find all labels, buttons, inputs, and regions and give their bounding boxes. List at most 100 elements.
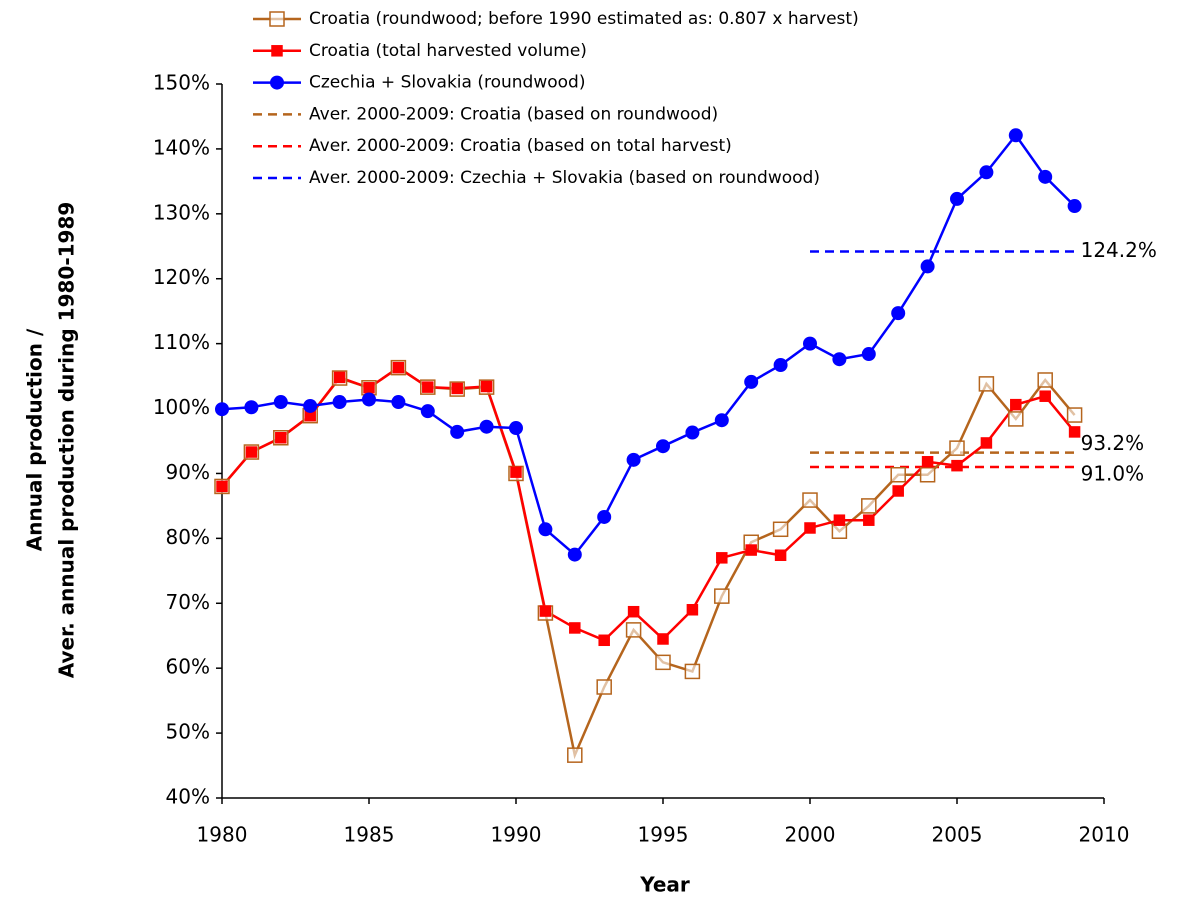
y-tick-label: 150%	[153, 71, 210, 95]
point	[362, 392, 376, 407]
point	[1067, 199, 1082, 214]
point	[627, 605, 640, 618]
point	[833, 514, 846, 526]
point	[803, 336, 817, 351]
series-line	[221, 366, 1076, 760]
point	[921, 456, 934, 468]
point	[950, 191, 964, 206]
point	[891, 306, 906, 321]
point	[538, 522, 553, 537]
y-tick-label: 130%	[153, 200, 210, 224]
point	[831, 523, 848, 539]
x-tick-label: 1990	[491, 823, 542, 847]
point	[625, 622, 642, 638]
point	[1068, 426, 1081, 438]
x-axis-title: Year	[639, 873, 690, 897]
point	[978, 376, 995, 392]
point	[244, 400, 259, 415]
point	[271, 45, 283, 57]
point	[450, 424, 465, 439]
point	[684, 663, 701, 680]
point	[392, 361, 405, 374]
point	[1008, 411, 1024, 427]
point	[861, 347, 876, 362]
point	[951, 459, 963, 472]
point	[979, 165, 994, 180]
point	[275, 432, 287, 444]
point	[657, 633, 669, 645]
point	[569, 622, 581, 634]
point	[451, 382, 463, 395]
point	[745, 544, 757, 556]
point	[802, 492, 818, 508]
y-tick-label: 80%	[166, 525, 210, 549]
point	[303, 398, 318, 413]
point	[716, 552, 728, 564]
point	[626, 452, 641, 467]
point	[744, 374, 759, 389]
point	[567, 547, 582, 562]
point	[920, 259, 935, 274]
x-tick-label: 1995	[638, 823, 689, 847]
y-tick-label: 40%	[166, 785, 210, 809]
point	[1037, 372, 1053, 388]
point	[655, 654, 671, 671]
point	[949, 440, 965, 456]
y-tick-label: 60%	[166, 655, 210, 679]
y-tick-label: 140%	[153, 135, 210, 159]
point	[773, 358, 788, 373]
point	[510, 466, 522, 478]
point	[479, 419, 494, 434]
point	[714, 588, 730, 604]
point	[480, 380, 493, 393]
y-tick-label: 50%	[166, 720, 210, 744]
point	[332, 395, 347, 410]
point	[892, 485, 904, 497]
x-tick-label: 1985	[344, 823, 395, 847]
point	[273, 395, 288, 410]
legend-label: Czechia + Slovakia (roundwood)	[309, 73, 585, 93]
point	[656, 439, 670, 454]
point	[890, 467, 906, 483]
point	[863, 514, 875, 526]
point	[422, 381, 434, 393]
legend-label: Aver. 2000-2009: Czechia + Slovakia (bas…	[309, 168, 820, 188]
legend-label: Aver. 2000-2009: Croatia (based on total…	[309, 136, 732, 156]
y-tick-label: 90%	[166, 460, 210, 484]
point	[774, 549, 787, 561]
x-tick-label: 2005	[932, 823, 983, 847]
y-axis-title: Annual production /	[23, 328, 47, 551]
point	[245, 446, 258, 458]
y-tick-label: 70%	[166, 590, 210, 614]
point	[598, 634, 610, 647]
point	[1010, 398, 1022, 411]
y-tick-label: 100%	[153, 395, 210, 419]
point	[832, 352, 847, 367]
point	[597, 509, 612, 524]
point	[772, 521, 789, 538]
point	[363, 382, 375, 394]
point	[861, 498, 877, 514]
legend-label: Croatia (roundwood; before 1990 estimate…	[309, 9, 859, 29]
average-label: 93.2%	[1081, 431, 1145, 455]
legend-label: Croatia (total harvested volume)	[309, 41, 587, 61]
y-axis-title: Aver. annual production during 1980-1989	[55, 202, 79, 679]
point	[686, 604, 699, 616]
point	[804, 522, 816, 534]
x-tick-label: 1980	[197, 823, 248, 847]
point	[1008, 128, 1023, 143]
point	[919, 467, 936, 483]
point	[420, 404, 435, 419]
point	[567, 747, 583, 763]
point	[1066, 407, 1083, 423]
point	[596, 679, 612, 695]
x-tick-label: 2000	[785, 823, 836, 847]
average-label: 124.2%	[1081, 238, 1157, 262]
series-line	[221, 366, 1076, 642]
point	[1038, 169, 1053, 184]
series-line	[221, 133, 1076, 557]
point	[980, 437, 993, 449]
point	[685, 425, 700, 440]
point	[216, 480, 228, 493]
